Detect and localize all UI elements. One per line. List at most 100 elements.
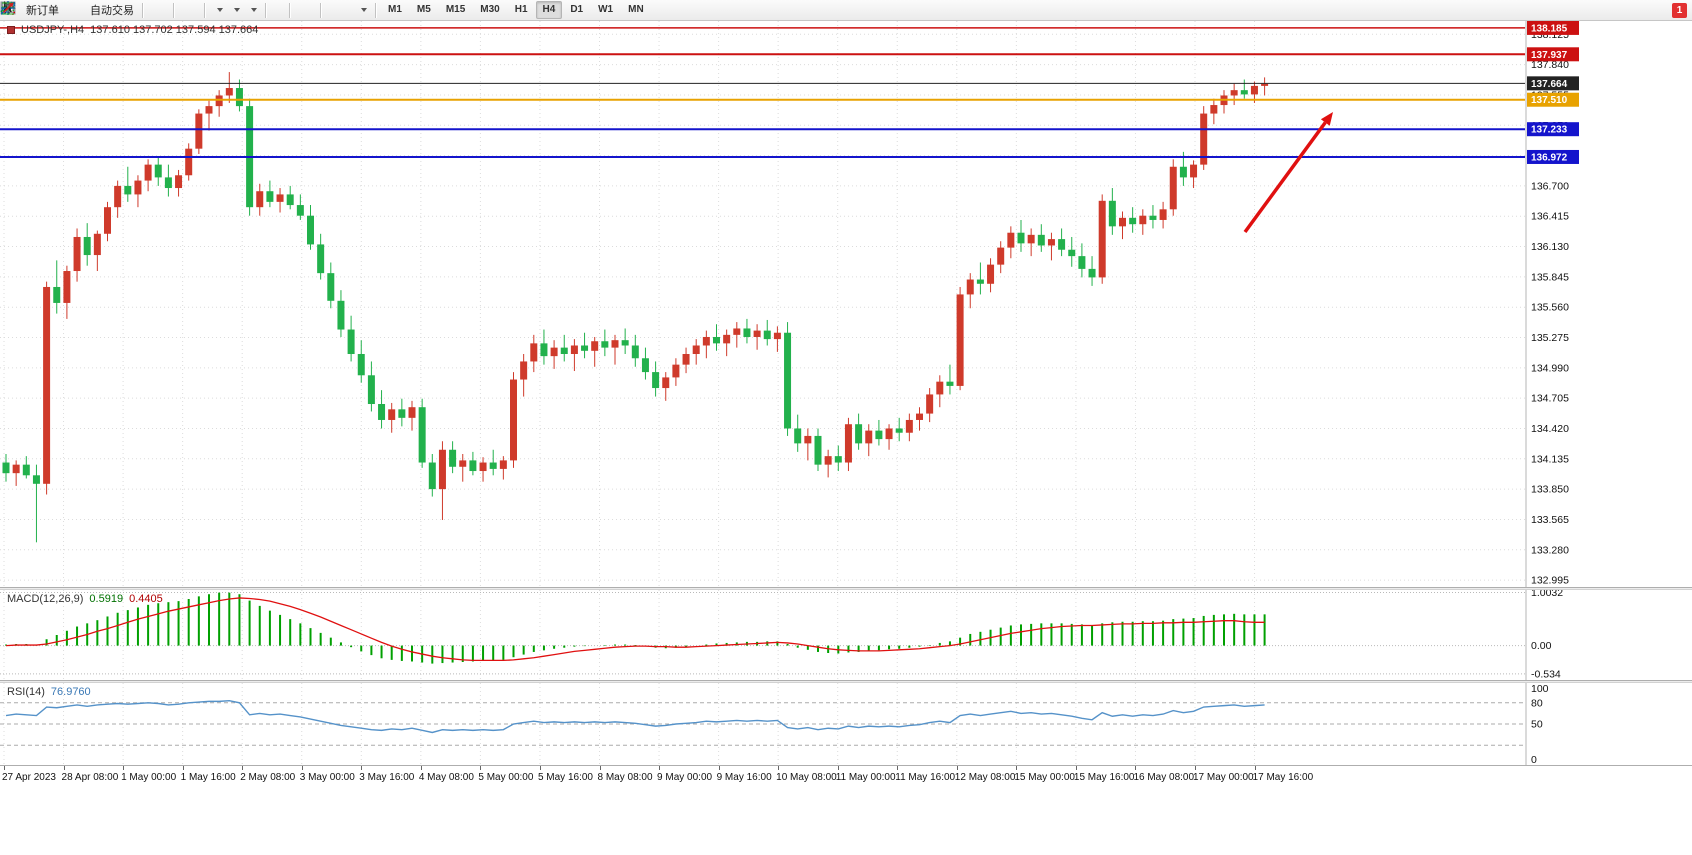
chart-header: USDJPY-,H4 137.610 137.702 137.594 137.6… bbox=[7, 24, 258, 36]
timeframe-mn-button[interactable]: MN bbox=[628, 4, 644, 15]
time-axis[interactable]: 27 Apr 2023 28 Apr 08:00 1 May 00:00 1 May … bbox=[0, 765, 1692, 789]
toolbar-separator bbox=[204, 2, 205, 18]
time-tick bbox=[1135, 766, 1137, 770]
candle bbox=[1240, 79, 1248, 99]
time-tick bbox=[1195, 766, 1196, 770]
time-tick bbox=[718, 766, 720, 770]
svg-text:137.937: 137.937 bbox=[1531, 50, 1568, 61]
toolbar-vertical-line-button[interactable] bbox=[7, 1, 301, 19]
candle bbox=[1119, 211, 1126, 240]
candle bbox=[256, 183, 264, 216]
candle bbox=[1027, 228, 1035, 257]
toolbar-text-button[interactable]: A bbox=[3, 1, 346, 19]
candle bbox=[489, 449, 497, 476]
candle bbox=[1129, 207, 1137, 233]
rsi-canvas[interactable]: 100 80 50 0 bbox=[0, 683, 1692, 765]
panel-separator-rsi[interactable] bbox=[0, 680, 1692, 683]
candle bbox=[185, 143, 193, 181]
toolbar-zoom-in-button[interactable] bbox=[1, 1, 185, 19]
timeframe-h4-button[interactable]: H4 bbox=[535, 1, 563, 19]
toolbar-fibonacci-button[interactable] bbox=[2, 1, 339, 19]
candle bbox=[235, 79, 243, 112]
time-label: 1 May 00:00 bbox=[121, 772, 177, 783]
toolbar-line-chart-button[interactable] bbox=[0, 1, 168, 19]
toolbar-data-window-button[interactable] bbox=[2, 1, 76, 19]
symbol-icon bbox=[7, 26, 15, 34]
time-label: 9 May 00:00 bbox=[657, 772, 713, 783]
timeframe-m1-button[interactable]: M1 bbox=[388, 4, 402, 15]
time-label: 12 May 08:00 bbox=[954, 772, 1016, 783]
price-axis-label: 132.995 bbox=[1531, 575, 1569, 587]
toolbar-zoom-out-button[interactable] bbox=[1, 1, 192, 19]
toolbar-metaeditor-button[interactable] bbox=[2, 1, 69, 19]
candle bbox=[987, 258, 995, 293]
time-tick bbox=[659, 766, 661, 770]
red-line-lower-price-tag: 137.937 bbox=[1527, 47, 1579, 62]
toolbar-navigator-button[interactable] bbox=[2, 1, 83, 19]
toolbar-separator bbox=[142, 2, 143, 18]
timeframe-w1-button[interactable]: W1 bbox=[598, 4, 614, 15]
main-chart-canvas[interactable]: 138.125137.840137.555137.270136.985136.7… bbox=[0, 21, 1692, 587]
candle bbox=[1007, 226, 1015, 259]
candle bbox=[347, 315, 355, 362]
candle bbox=[469, 451, 477, 476]
candle bbox=[378, 390, 386, 429]
toolbar-horizontal-line-button[interactable] bbox=[1, 1, 308, 19]
candle bbox=[43, 281, 51, 495]
candle bbox=[753, 324, 761, 350]
macd-canvas[interactable]: 1.0032 0.00 -0.534 bbox=[0, 590, 1692, 680]
toolbar-trendline-button[interactable] bbox=[1, 1, 315, 19]
macd-panel: 1.0032 0.00 -0.534 MACD(12,26,9) 0.5919 0.… bbox=[0, 590, 1692, 680]
panel-separator-macd[interactable] bbox=[0, 587, 1692, 590]
candle bbox=[1230, 83, 1238, 106]
candle bbox=[824, 449, 832, 478]
time-tick bbox=[897, 766, 899, 770]
candle bbox=[418, 398, 426, 468]
time-label: 11 May 00:00 bbox=[835, 772, 896, 783]
trend-arrow[interactable] bbox=[1243, 112, 1333, 234]
candle bbox=[702, 330, 710, 359]
time-tick bbox=[420, 766, 422, 770]
candle bbox=[1200, 106, 1208, 170]
macd-value: 0.5919 bbox=[89, 593, 124, 605]
toolbar-new-order-button[interactable]: 新订单 bbox=[2, 1, 62, 19]
timeframe-d1-button[interactable]: D1 bbox=[570, 4, 584, 15]
timeframe-h1-button[interactable]: H1 bbox=[514, 4, 528, 15]
toolbar-periods-button[interactable] bbox=[2, 1, 243, 19]
time-label: 2 May 08:00 bbox=[240, 772, 296, 783]
toolbar-arrows-button[interactable] bbox=[2, 1, 370, 19]
toolbar: 新订单 自动交易 A T M1 M5 M15 M30 H1 H4 D1 W1 MN bbox=[0, 0, 1692, 21]
timeframe-m30-button[interactable]: M30 bbox=[480, 4, 500, 15]
candle bbox=[540, 329, 548, 365]
candle bbox=[479, 457, 487, 482]
candle bbox=[1017, 219, 1025, 252]
candle bbox=[317, 233, 325, 280]
time-tick bbox=[63, 766, 65, 770]
toolbar-cursor-button[interactable] bbox=[4, 1, 277, 19]
toolbar-tile-windows-button[interactable] bbox=[1, 1, 199, 19]
candle bbox=[814, 428, 822, 472]
toolbar-crosshair-button[interactable] bbox=[1, 1, 284, 19]
toolbar-auto-trading-button[interactable]: 自动交易 bbox=[2, 1, 137, 19]
toolbar-indicators-button[interactable] bbox=[0, 1, 226, 19]
time-label: 10 May 08:00 bbox=[776, 772, 837, 783]
candle bbox=[763, 319, 771, 346]
toolbar-bar-chart-button[interactable] bbox=[2, 1, 154, 19]
candle bbox=[499, 456, 507, 480]
timeframe-m15-button[interactable]: M15 bbox=[445, 4, 466, 15]
time-label: 16 May 08:00 bbox=[1133, 772, 1195, 783]
rsi-grid bbox=[0, 683, 1525, 765]
timeframe-m5-button[interactable]: M5 bbox=[416, 4, 431, 15]
toolbar-text-label-button[interactable]: T bbox=[5, 1, 353, 19]
candle bbox=[22, 456, 30, 479]
candle bbox=[946, 364, 954, 395]
candle bbox=[621, 328, 629, 355]
notification-badge[interactable]: 1 bbox=[1672, 3, 1687, 18]
toolbar-candlestick-chart-button[interactable] bbox=[2, 1, 161, 19]
svg-text:T: T bbox=[5, 3, 12, 15]
price-axis-label: 133.280 bbox=[1531, 544, 1569, 556]
rsi-name: RSI(14) bbox=[7, 686, 45, 698]
toolbar-equidistant-channel-button[interactable] bbox=[0, 1, 332, 19]
toolbar-separator bbox=[320, 2, 321, 18]
toolbar-templates-button[interactable] bbox=[2, 1, 260, 19]
